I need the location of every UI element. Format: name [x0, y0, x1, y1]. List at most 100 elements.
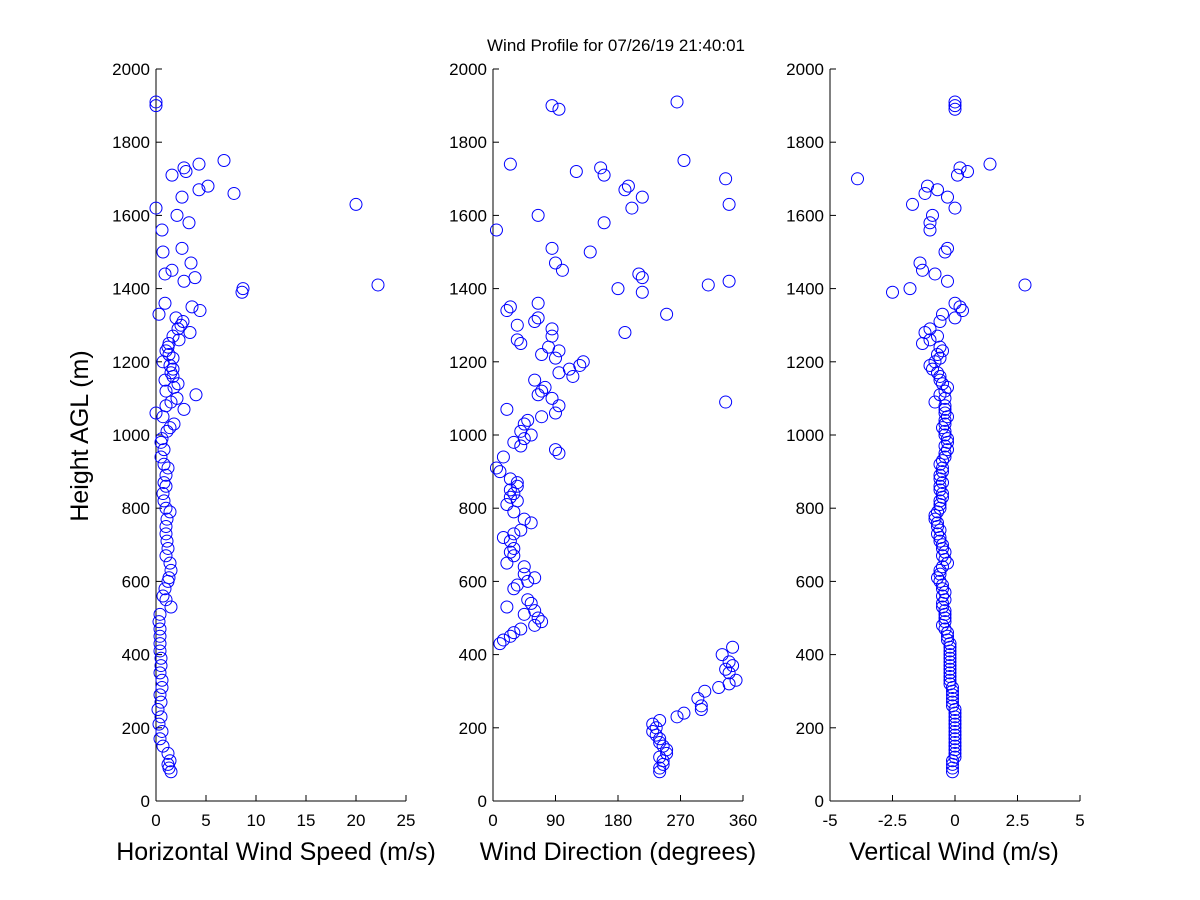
data-point — [941, 274, 954, 288]
data-point — [938, 406, 952, 420]
data-point — [517, 560, 531, 574]
y-tick-label: 600 — [122, 572, 150, 591]
data-point — [933, 340, 947, 354]
data-point — [931, 527, 944, 541]
data-point — [653, 765, 667, 779]
data-point — [500, 402, 514, 416]
data-point — [166, 362, 180, 376]
y-tick-label: 0 — [815, 792, 824, 811]
data-point — [933, 457, 947, 471]
y-tick-label: 1800 — [112, 133, 150, 152]
data-point — [161, 340, 175, 354]
data-point — [936, 589, 949, 603]
data-point — [646, 724, 660, 738]
data-point — [549, 406, 562, 420]
data-point — [552, 446, 566, 460]
data-point — [916, 337, 929, 350]
data-point — [184, 256, 198, 270]
data-point — [677, 154, 691, 167]
data-point — [933, 483, 947, 497]
data-point — [192, 157, 206, 171]
data-point — [653, 735, 667, 749]
data-point — [507, 541, 521, 555]
data-point — [531, 311, 545, 325]
data-point — [938, 611, 952, 625]
data-point — [719, 395, 733, 409]
data-point — [715, 648, 729, 662]
data-point — [618, 326, 632, 340]
data-point — [521, 413, 535, 427]
data-point — [510, 333, 524, 347]
data-point — [183, 326, 197, 340]
data-point — [182, 216, 196, 230]
data-point — [153, 629, 167, 643]
data-point — [545, 241, 559, 255]
data-point — [936, 421, 949, 435]
data-point — [159, 549, 173, 563]
y-tick-label: 600 — [459, 572, 487, 591]
data-point — [931, 347, 944, 361]
y-tick-label: 2000 — [449, 60, 487, 79]
data-point — [503, 490, 517, 504]
data-point — [670, 710, 684, 724]
data-point — [156, 410, 170, 424]
data-point — [948, 713, 962, 727]
data-point — [503, 300, 517, 314]
y-tick-label: 1400 — [449, 280, 487, 299]
data-point — [528, 315, 542, 329]
data-point — [166, 351, 180, 365]
data-point — [514, 622, 528, 636]
x-tick-label: -2.5 — [878, 811, 907, 830]
data-point — [931, 505, 944, 519]
data-point — [507, 549, 521, 563]
data-point — [531, 208, 545, 222]
data-point — [552, 366, 566, 380]
x-tick-label: 15 — [297, 811, 316, 830]
data-point — [217, 154, 231, 167]
data-point — [948, 735, 962, 749]
data-point — [948, 311, 962, 325]
data-point — [155, 681, 169, 695]
data-point — [535, 384, 549, 398]
data-point — [943, 655, 957, 669]
data-point — [154, 710, 168, 724]
x-tick-label: 270 — [666, 811, 694, 830]
data-point — [943, 640, 957, 654]
data-point — [928, 395, 942, 409]
data-point — [931, 366, 944, 380]
data-point — [157, 443, 171, 457]
x-tick-label: 5 — [201, 811, 210, 830]
data-point — [156, 589, 170, 603]
data-point — [545, 329, 559, 343]
data-point — [926, 208, 939, 222]
data-point — [646, 717, 660, 731]
data-point — [943, 666, 957, 680]
data-point — [153, 644, 167, 658]
data-point — [161, 746, 175, 760]
data-point — [149, 95, 163, 109]
data-point — [500, 556, 514, 570]
data-point — [694, 703, 708, 716]
data-point — [936, 618, 949, 632]
data-point — [691, 692, 705, 706]
data-point — [597, 216, 611, 230]
data-point — [653, 750, 667, 764]
y-tick-label: 0 — [141, 792, 150, 811]
data-point — [510, 479, 524, 493]
data-point — [163, 421, 177, 435]
data-point — [167, 380, 181, 394]
data-point — [503, 483, 517, 497]
x-tick-label: 0 — [488, 811, 497, 830]
data-point — [521, 593, 535, 607]
data-point — [948, 728, 962, 742]
data-point — [510, 318, 524, 332]
data-point — [726, 640, 740, 654]
y-tick-label: 1800 — [449, 133, 487, 152]
data-point — [175, 190, 189, 204]
data-point — [948, 95, 962, 109]
data-point — [933, 472, 947, 486]
data-point — [946, 681, 959, 695]
y-tick-label: 600 — [796, 572, 824, 591]
data-point — [164, 600, 178, 614]
data-point — [948, 703, 962, 716]
